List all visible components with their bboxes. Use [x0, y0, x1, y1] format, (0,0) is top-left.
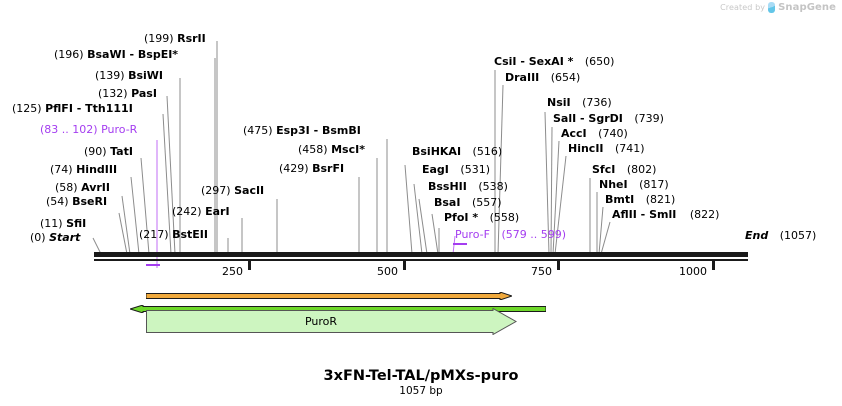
enzyme-label-rsrii[interactable]: (199) RsrII [144, 32, 206, 45]
plasmid-backbone[interactable] [94, 252, 748, 257]
enzyme-label-pflfi-tth111i[interactable]: (125) PflFI - Tth111I [12, 102, 133, 115]
enzyme-label-bmti[interactable]: BmtI (821) [605, 193, 676, 206]
ruler-tick-1000 [712, 261, 715, 270]
feature-green-arrow[interactable] [128, 298, 547, 314]
enzyme-label-sfci[interactable]: SfcI (802) [592, 163, 657, 176]
primer-track-puro-r[interactable] [146, 264, 160, 266]
enzyme-label-sfii[interactable]: (11) SfiI [40, 217, 87, 230]
map-title: 3xFN-Tel-TAL/pMXs-puro [323, 368, 519, 384]
ruler-label-750: 750 [531, 265, 552, 278]
credit-prefix-label: Created by [720, 3, 766, 12]
enzyme-label-pasi[interactable]: (132) PasI [98, 87, 157, 100]
map-length-label: 1057 bp [399, 385, 443, 397]
enzyme-label-bsai[interactable]: BsaI (557) [434, 196, 502, 209]
start-marker-label: (0) Start [30, 231, 81, 244]
ruler-label-250: 250 [222, 265, 243, 278]
enzyme-label-nsii[interactable]: NsiI (736) [547, 96, 612, 109]
enzyme-label-sacii[interactable]: (297) SacII [201, 184, 265, 197]
plasmid-backbone-shadow [94, 259, 748, 261]
feature-puror-arrow[interactable] [146, 307, 518, 336]
enzyme-label-hindiii[interactable]: (74) HindIII [50, 163, 118, 176]
ruler-tick-250 [248, 261, 251, 270]
snapgene-brand-label: SnapGene [778, 2, 836, 13]
enzyme-label-avrii[interactable]: (58) AvrII [55, 181, 110, 194]
snapgene-credit: Created by SnapGene [720, 2, 836, 13]
enzyme-label-msci[interactable]: (458) MscI* [298, 143, 365, 156]
enzyme-label-bstell[interactable]: (217) BstEII [139, 228, 208, 241]
enzyme-label-eagi[interactable]: EagI (531) [422, 163, 490, 176]
enzyme-label-draiii[interactable]: DraIII (654) [505, 71, 581, 84]
primer-track-puro-f[interactable] [453, 243, 467, 245]
feature-orange-arrow[interactable] [145, 285, 514, 301]
ruler-label-1000: 1000 [679, 265, 707, 278]
enzyme-label-pfoi[interactable]: PfoI * (558) [444, 211, 520, 224]
enzyme-label-bsshii[interactable]: BssHII (538) [428, 180, 508, 193]
ruler-tick-750 [557, 261, 560, 270]
enzyme-label-hincii[interactable]: HincII (741) [568, 142, 645, 155]
ruler-label-500: 500 [377, 265, 398, 278]
enzyme-label-esp3i-bsmbi[interactable]: (475) Esp3I - BsmBI [243, 124, 361, 137]
primer-label-puro-r[interactable]: (83 .. 102) Puro-R [40, 123, 138, 136]
feature-puror-label: PuroR [304, 315, 338, 328]
end-marker-label: End (1057) [745, 229, 817, 242]
snapgene-logo-icon [768, 2, 776, 13]
enzyme-label-bseri[interactable]: (54) BseRI [46, 195, 108, 208]
enzyme-label-bsihkai[interactable]: BsiHKAI (516) [412, 145, 503, 158]
enzyme-label-tati[interactable]: (90) TatI [84, 145, 133, 158]
enzyme-label-eari[interactable]: (242) EarI [172, 205, 230, 218]
enzyme-label-nhei[interactable]: NheI (817) [599, 178, 669, 191]
enzyme-label-csii-sexai[interactable]: CsiI - SexAI * (650) [494, 55, 615, 68]
enzyme-label-bsrfi[interactable]: (429) BsrFI [279, 162, 345, 175]
primer-label-puro-f[interactable]: Puro-F (579 .. 599) [455, 228, 566, 241]
enzyme-label-bsawi-bspei[interactable]: (196) BsaWI - BspEI* [54, 48, 179, 61]
enzyme-label-bsiwi[interactable]: (139) BsiWI [95, 69, 164, 82]
enzyme-label-sali-sgrdi[interactable]: SalI - SgrDI (739) [553, 112, 664, 125]
enzyme-label-acci[interactable]: AccI (740) [561, 127, 628, 140]
enzyme-label-aflii-smli[interactable]: AflII - SmlI (822) [612, 208, 720, 221]
ruler-tick-500 [403, 261, 406, 270]
